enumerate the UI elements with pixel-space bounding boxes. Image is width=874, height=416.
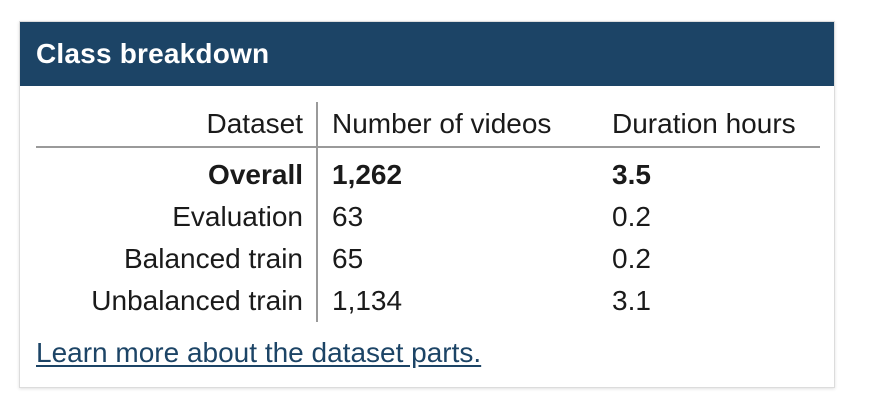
breakdown-table-container: Dataset Number of videos Duration hours …	[36, 102, 820, 322]
breakdown-table: Dataset Number of videos Duration hours …	[36, 102, 820, 322]
column-header-duration: Duration hours	[612, 102, 820, 148]
cell-dataset: Overall	[36, 147, 318, 196]
card-header: Class breakdown	[20, 22, 834, 86]
cell-videos: 1,262	[332, 159, 403, 190]
table-row-evaluation: Evaluation 63 0.2	[36, 196, 820, 238]
table-row-balanced-train: Balanced train 65 0.2	[36, 238, 820, 280]
cell-duration: 3.1	[612, 285, 651, 316]
cell-duration: 3.5	[612, 159, 651, 190]
table-row-unbalanced-train: Unbalanced train 1,134 3.1	[36, 280, 820, 322]
cell-duration: 0.2	[612, 201, 651, 232]
column-header-videos: Number of videos	[317, 102, 612, 148]
cell-videos: 1,134	[332, 285, 403, 316]
class-breakdown-card: Class breakdown Dataset Number of videos…	[19, 21, 835, 388]
table-header-row: Dataset Number of videos Duration hours	[36, 102, 820, 148]
card-title: Class breakdown	[36, 38, 270, 69]
learn-more-link[interactable]: Learn more about the dataset parts.	[36, 337, 482, 368]
column-header-dataset: Dataset	[36, 102, 318, 148]
cell-dataset: Evaluation	[36, 196, 318, 238]
cell-videos: 63	[332, 201, 364, 232]
cell-videos: 65	[332, 243, 364, 274]
table-row-overall: Overall 1,262 3.5	[36, 147, 820, 196]
cell-dataset: Balanced train	[36, 238, 318, 280]
cell-duration: 0.2	[612, 243, 651, 274]
cell-dataset: Unbalanced train	[36, 280, 318, 322]
